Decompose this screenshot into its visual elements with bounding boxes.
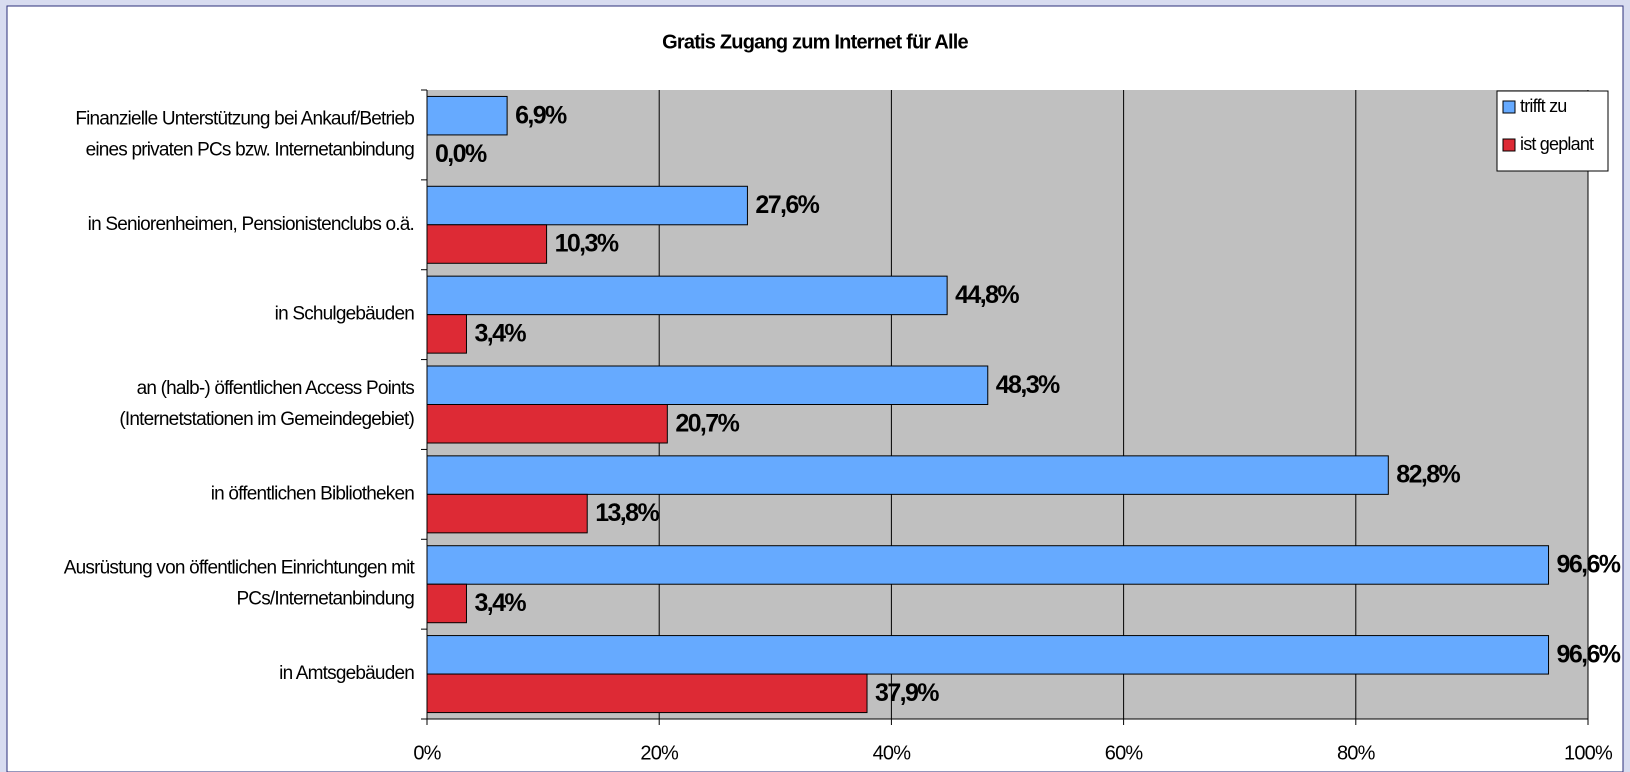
category-label: PCs/Internetanbindung — [236, 589, 414, 610]
value-label: 13,8% — [595, 499, 659, 527]
value-label: 6,9% — [515, 101, 567, 129]
category-label: an (halb-) öffentlichen Access Points — [137, 378, 415, 399]
bar — [426, 455, 1389, 495]
category-label: eines privaten PCs bzw. Internetanbindun… — [86, 139, 415, 160]
bar — [426, 365, 989, 405]
value-label: 96,6% — [1557, 640, 1621, 668]
x-tick-label: 60% — [1105, 742, 1144, 764]
legend-label: trifft zu — [1520, 96, 1566, 116]
value-label: 3,4% — [474, 320, 526, 348]
bar — [426, 493, 588, 534]
category-label: in öffentlichen Bibliotheken — [211, 483, 415, 504]
bar — [426, 673, 868, 714]
bar — [426, 224, 548, 264]
category-label: (Internetstationen im Gemeindegebiet) — [119, 409, 414, 430]
category-label: Ausrüstung von öffentlichen Einrichtunge… — [64, 558, 416, 579]
value-label: 0,0% — [435, 140, 487, 168]
category-label: in Schulgebäuden — [275, 304, 415, 325]
x-tick-label: 0% — [413, 742, 441, 764]
value-label: 44,8% — [955, 281, 1019, 309]
bar — [426, 314, 467, 354]
legend-swatch — [1502, 138, 1516, 152]
category-label: Finanzielle Unterstützung bei Ankauf/Bet… — [75, 108, 414, 129]
value-label: 3,4% — [474, 589, 526, 617]
x-tick-label: 80% — [1337, 742, 1376, 764]
legend-label: ist geplant — [1520, 134, 1594, 154]
value-label: 82,8% — [1396, 461, 1460, 489]
bar — [426, 95, 508, 136]
value-label: 96,6% — [1557, 551, 1621, 579]
legend-swatch — [1502, 100, 1516, 114]
value-label: 10,3% — [555, 230, 619, 258]
value-label: 37,9% — [875, 679, 939, 707]
value-label: 27,6% — [755, 191, 819, 219]
x-tick-label: 20% — [640, 742, 679, 764]
value-label: 48,3% — [996, 371, 1060, 399]
x-tick-label: 100% — [1564, 742, 1613, 764]
category-label: in Seniorenheimen, Pensionistenclubs o.ä… — [88, 214, 414, 235]
bar — [426, 545, 1550, 585]
bar — [426, 583, 467, 624]
bar — [426, 275, 948, 316]
bar — [426, 404, 668, 444]
value-label: 20,7% — [675, 409, 739, 437]
x-tick-label: 40% — [873, 742, 912, 764]
bar — [426, 635, 1550, 675]
category-label: in Amtsgebäuden — [279, 663, 414, 684]
bar — [426, 185, 748, 226]
chart-title: Gratis Zugang zum Internet für Alle — [662, 31, 968, 53]
